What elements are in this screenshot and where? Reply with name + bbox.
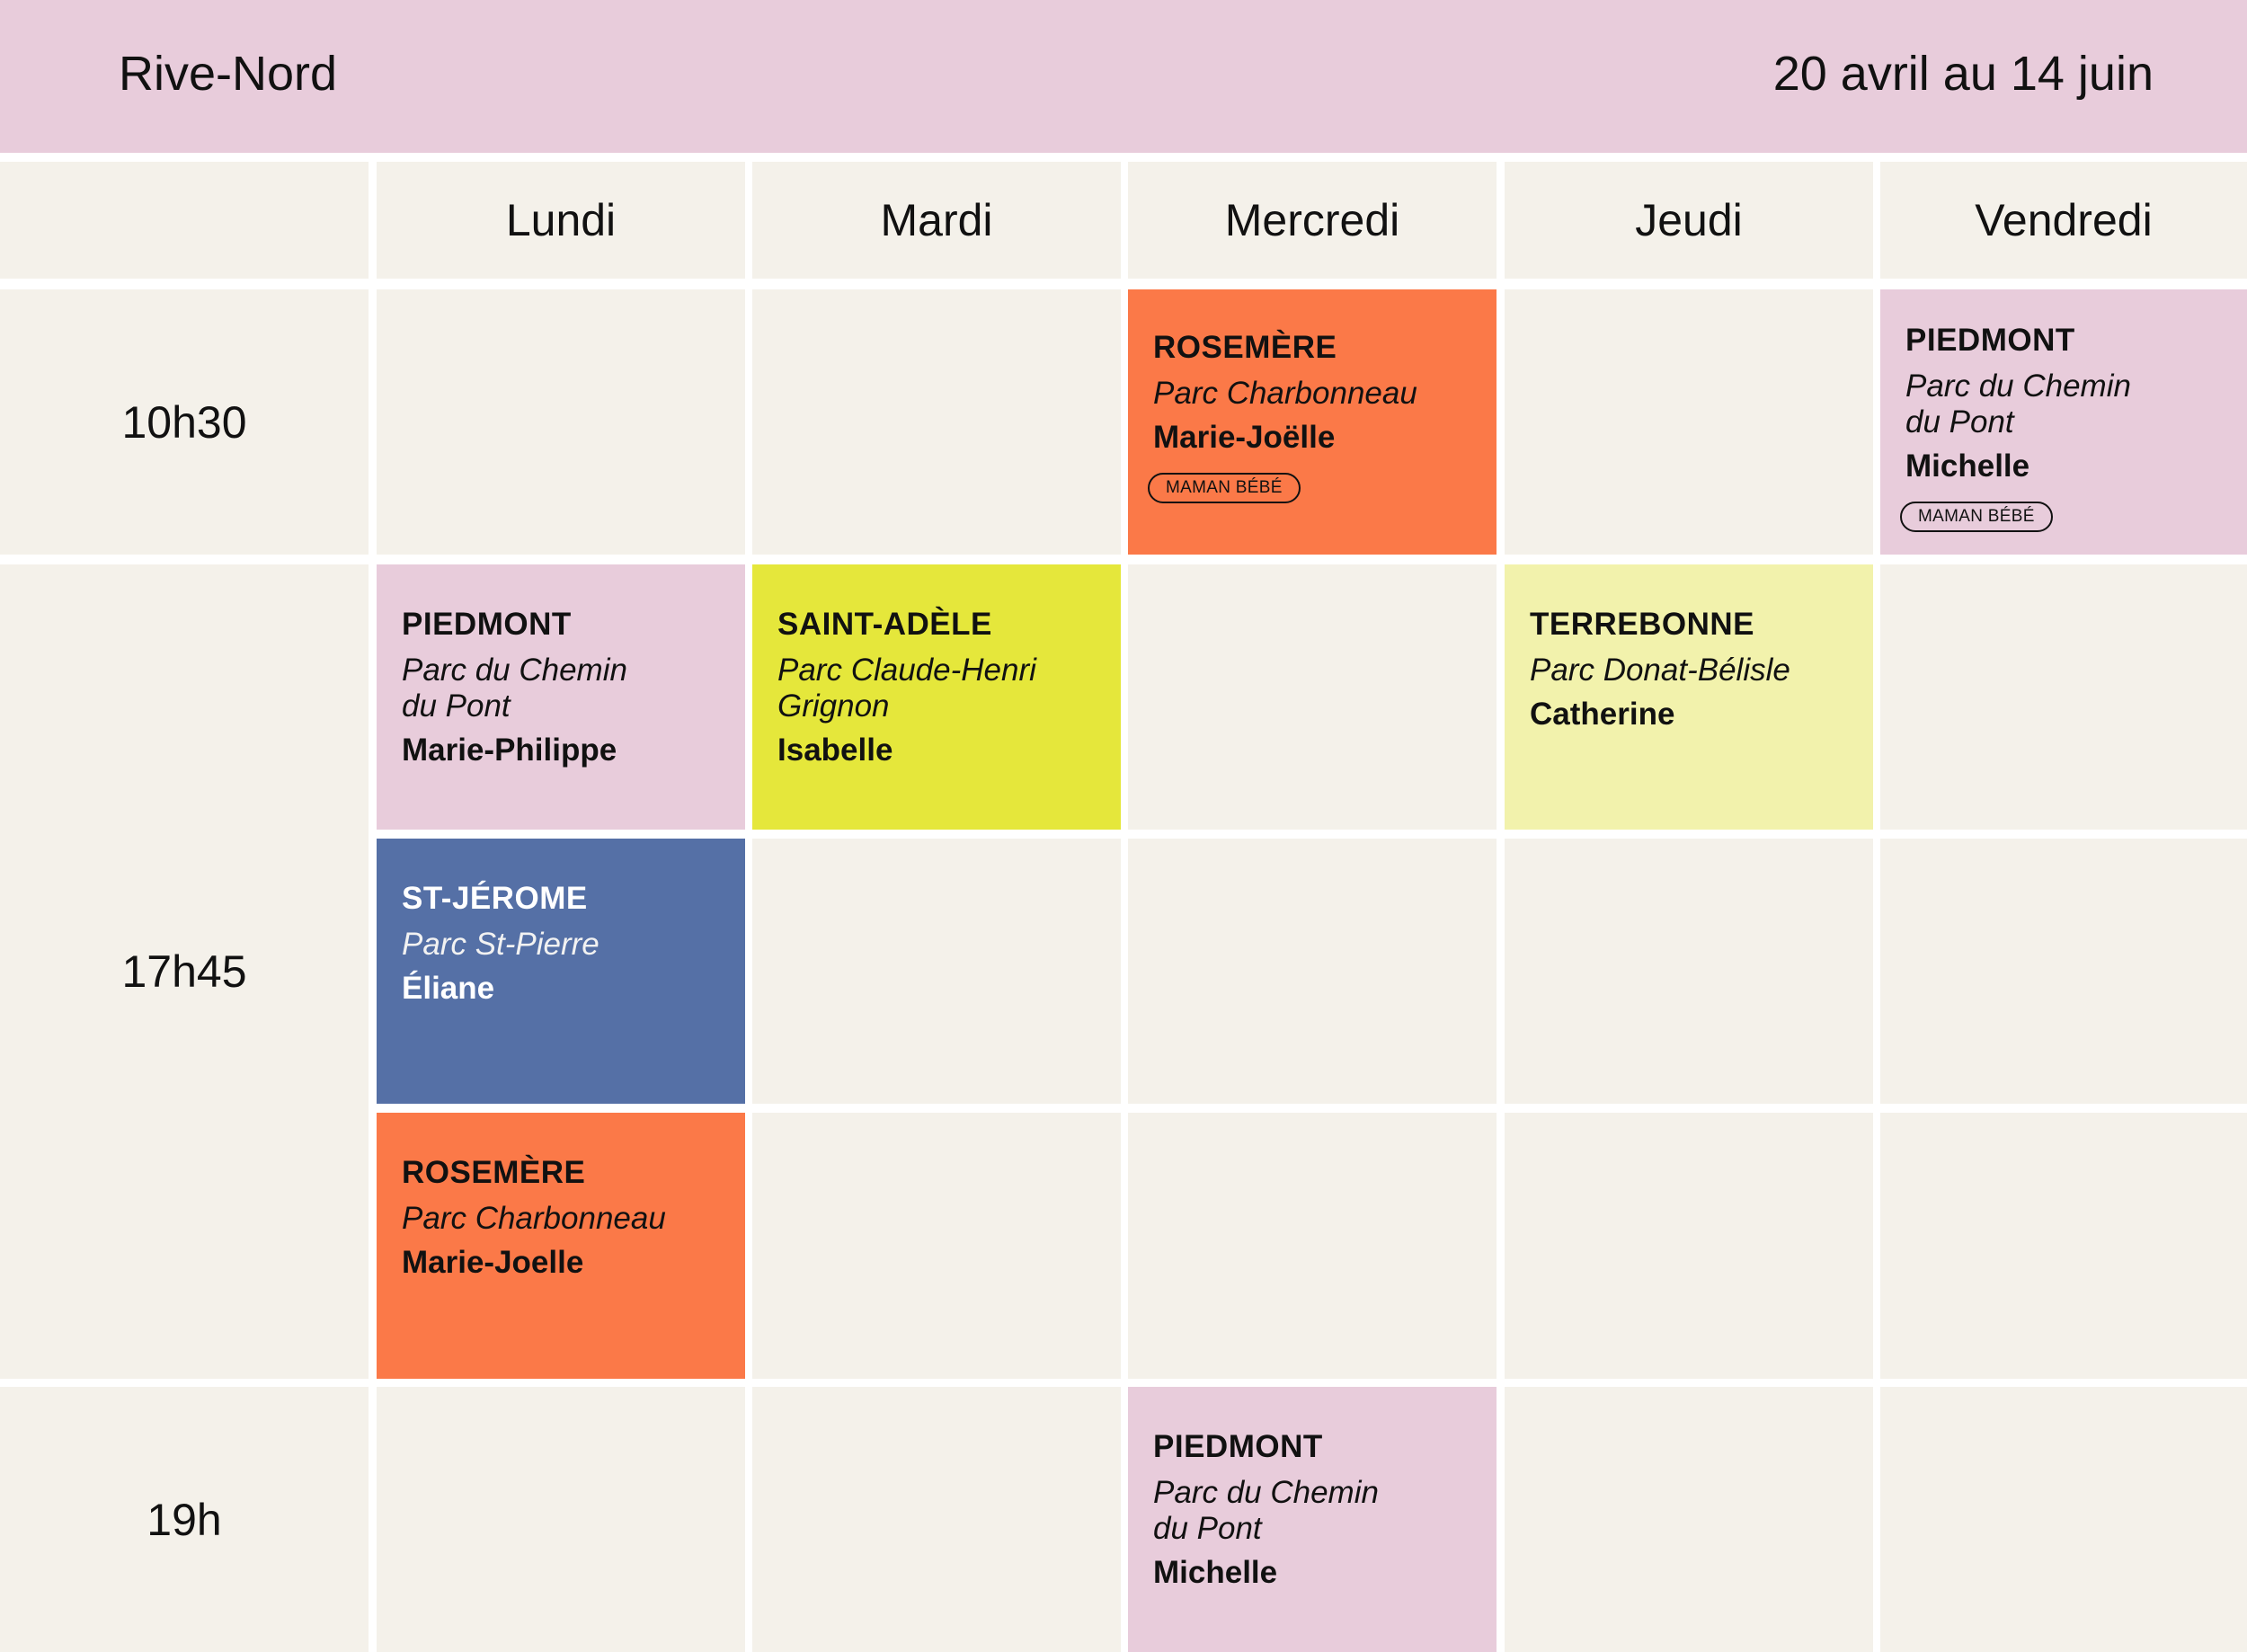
- event-card-rosemere-monday[interactable]: ROSEMÈRE Parc Charbonneau Marie-Joelle: [377, 1113, 745, 1379]
- event-instructor: Catherine: [1530, 697, 1675, 732]
- event-city: SAINT-ADÈLE: [777, 607, 992, 642]
- event-card-piedmont-friday[interactable]: PIEDMONT Parc du Chemin du Pont Michelle…: [1880, 289, 2247, 555]
- event-park: Parc Claude-Henri Grignon: [777, 653, 1036, 724]
- empty-cell: [1128, 839, 1497, 1104]
- event-instructor: Éliane: [402, 971, 495, 1006]
- event-park: Parc Donat-Bélisle: [1530, 653, 1790, 688]
- event-city: PIEDMONT: [1905, 323, 2075, 358]
- event-park: Parc Charbonneau: [1153, 376, 1417, 411]
- time-slot-1900: 19h: [0, 1387, 369, 1652]
- event-park: Parc du Chemin du Pont: [1905, 369, 2131, 440]
- schedule-header: Rive-Nord 20 avril au 14 juin: [0, 0, 2247, 153]
- day-header-wednesday: Mercredi: [1128, 162, 1497, 279]
- day-header-thursday: Jeudi: [1505, 162, 1873, 279]
- day-header-tuesday: Mardi: [752, 162, 1121, 279]
- event-city: PIEDMONT: [402, 607, 572, 642]
- event-instructor: Isabelle: [777, 733, 893, 768]
- event-instructor: Marie-Joelle: [402, 1245, 584, 1280]
- empty-cell: [1505, 1113, 1873, 1379]
- time-slot-1745: 17h45: [0, 564, 369, 1379]
- event-park: Parc du Chemin du Pont: [402, 653, 627, 724]
- empty-cell: [1128, 1113, 1497, 1379]
- empty-cell: [1505, 1387, 1873, 1652]
- event-card-saint-adele-tuesday[interactable]: SAINT-ADÈLE Parc Claude-Henri Grignon Is…: [752, 564, 1121, 830]
- empty-cell: [1880, 1387, 2247, 1652]
- event-city: ST-JÉROME: [402, 881, 588, 916]
- event-park: Parc St-Pierre: [402, 927, 599, 962]
- empty-cell: [752, 1113, 1121, 1379]
- empty-cell: [1880, 564, 2247, 830]
- event-card-terrebonne-thursday[interactable]: TERREBONNE Parc Donat-Bélisle Catherine: [1505, 564, 1873, 830]
- empty-cell: [1505, 289, 1873, 555]
- empty-cell: [752, 1387, 1121, 1652]
- event-city: ROSEMÈRE: [402, 1155, 586, 1190]
- date-range: 20 avril au 14 juin: [1772, 47, 2154, 101]
- event-city: ROSEMÈRE: [1153, 330, 1337, 365]
- empty-cell: [1880, 839, 2247, 1104]
- event-instructor: Michelle: [1153, 1555, 1278, 1590]
- empty-cell: [377, 1387, 745, 1652]
- event-park: Parc du Chemin du Pont: [1153, 1475, 1379, 1546]
- event-card-piedmont-monday[interactable]: PIEDMONT Parc du Chemin du Pont Marie-Ph…: [377, 564, 745, 830]
- event-card-rosemere-wednesday[interactable]: ROSEMÈRE Parc Charbonneau Marie-Joëlle M…: [1128, 289, 1497, 555]
- day-header-monday: Lundi: [377, 162, 745, 279]
- empty-cell: [1505, 839, 1873, 1104]
- empty-cell: [377, 289, 745, 555]
- day-header-friday: Vendredi: [1880, 162, 2247, 279]
- event-city: PIEDMONT: [1153, 1429, 1323, 1464]
- empty-cell: [1128, 564, 1497, 830]
- event-instructor: Marie-Joëlle: [1153, 420, 1336, 455]
- maman-bebe-badge: MAMAN BÉBÉ: [1148, 473, 1301, 503]
- corner-cell: [0, 162, 369, 279]
- maman-bebe-badge: MAMAN BÉBÉ: [1900, 502, 2053, 532]
- event-instructor: Marie-Philippe: [402, 733, 617, 768]
- empty-cell: [752, 289, 1121, 555]
- region-title: Rive-Nord: [119, 47, 338, 101]
- event-park: Parc Charbonneau: [402, 1201, 666, 1236]
- event-card-st-jerome-monday[interactable]: ST-JÉROME Parc St-Pierre Éliane: [377, 839, 745, 1104]
- empty-cell: [752, 839, 1121, 1104]
- event-instructor: Michelle: [1905, 449, 2030, 484]
- time-slot-1030: 10h30: [0, 289, 369, 555]
- event-card-piedmont-wednesday[interactable]: PIEDMONT Parc du Chemin du Pont Michelle: [1128, 1387, 1497, 1652]
- empty-cell: [1880, 1113, 2247, 1379]
- event-city: TERREBONNE: [1530, 607, 1755, 642]
